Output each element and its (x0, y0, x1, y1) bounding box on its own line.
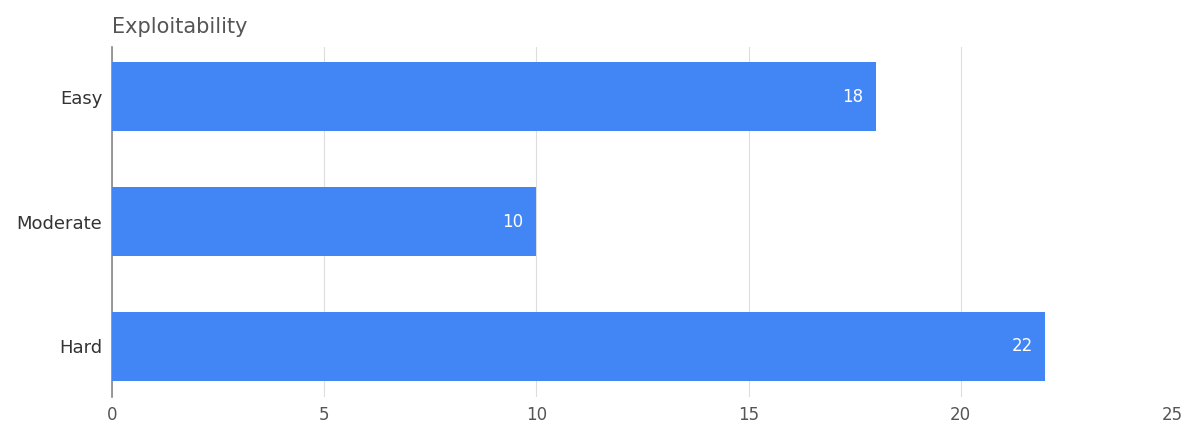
Text: Exploitability: Exploitability (112, 17, 247, 37)
Text: 22: 22 (1012, 337, 1033, 355)
Text: 18: 18 (842, 88, 863, 106)
Bar (112, 312, 1045, 381)
Text: 10: 10 (503, 213, 523, 231)
Bar (112, 187, 536, 256)
Bar (112, 63, 876, 131)
